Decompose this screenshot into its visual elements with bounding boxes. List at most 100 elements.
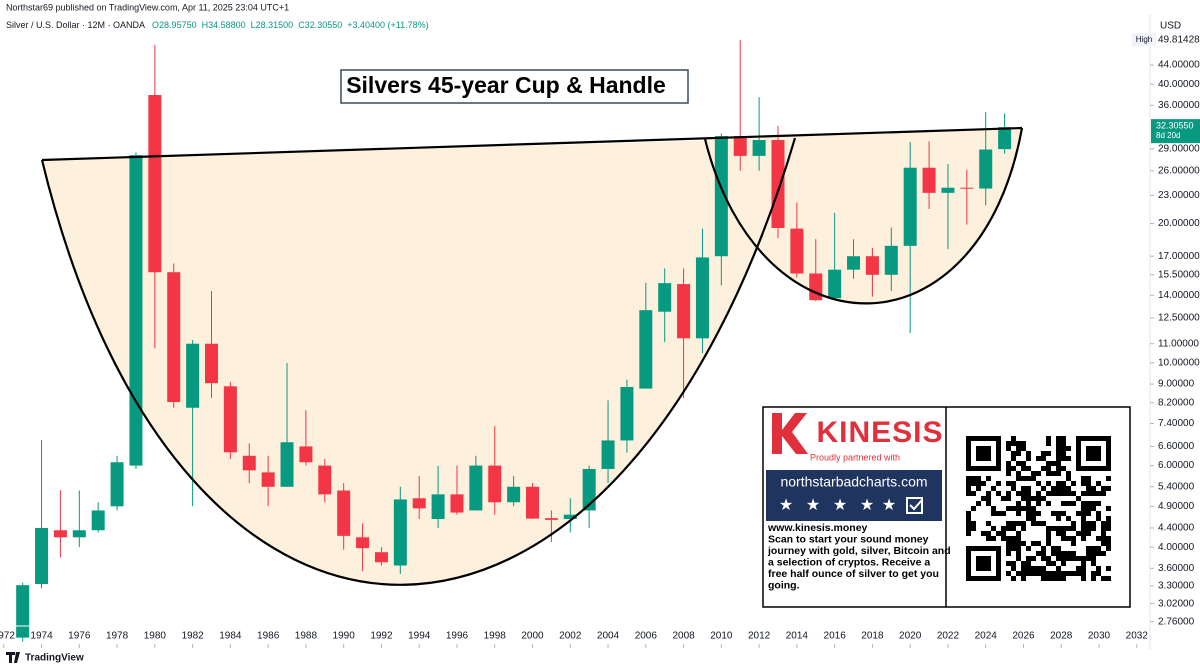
qr-module — [1026, 486, 1031, 491]
y-tick-label: 5.40000 — [1158, 481, 1195, 492]
qr-module — [1006, 491, 1011, 496]
qr-module — [1061, 491, 1066, 496]
qr-module — [1036, 571, 1041, 576]
candle-body — [620, 387, 634, 441]
qr-module — [1026, 496, 1031, 501]
ad-line: free half ounce of silver to get you — [768, 568, 939, 580]
qr-module — [966, 531, 971, 536]
qr-module — [1061, 511, 1066, 516]
candle-body — [960, 187, 974, 189]
candle-body — [129, 155, 143, 466]
qr-module — [1046, 461, 1051, 466]
y-tick-label: 14.00000 — [1158, 290, 1200, 301]
qr-module — [1006, 461, 1011, 466]
qr-module — [1101, 536, 1106, 541]
qr-module — [1061, 466, 1066, 471]
candle-body — [828, 269, 842, 299]
qr-module — [1036, 541, 1041, 546]
qr-module — [1041, 521, 1046, 526]
qr-module — [1006, 546, 1011, 551]
high-value: 49.81428 — [1158, 35, 1200, 46]
qr-module — [1021, 496, 1026, 501]
qr-module — [1021, 491, 1026, 496]
candle-body — [299, 446, 313, 463]
qr-module — [1021, 446, 1026, 451]
qr-module — [1086, 476, 1091, 481]
qr-module — [1036, 566, 1041, 571]
qr-module — [1081, 561, 1086, 566]
x-tick-label: 2022 — [937, 631, 960, 642]
candle-body — [337, 490, 351, 536]
qr-module — [1066, 446, 1071, 451]
qr-code — [966, 436, 1111, 581]
qr-module — [1056, 456, 1061, 461]
qr-module — [1016, 491, 1021, 496]
qr-module — [1106, 566, 1111, 571]
qr-module — [1031, 476, 1036, 481]
y-tick-label: 20.00000 — [1158, 218, 1200, 229]
qr-finder — [1086, 446, 1101, 461]
qr-module — [1041, 576, 1046, 581]
candle-body — [186, 343, 200, 408]
qr-module — [1016, 476, 1021, 481]
qr-module — [981, 496, 986, 501]
qr-module — [976, 486, 981, 491]
y-tick-label: 44.00000 — [1158, 60, 1200, 71]
x-tick-label: 1976 — [68, 631, 91, 642]
x-tick-label: 1992 — [370, 631, 393, 642]
qr-module — [986, 496, 991, 501]
qr-module — [966, 521, 971, 526]
qr-module — [1041, 551, 1046, 556]
qr-module — [1041, 456, 1046, 461]
x-tick-label: 1974 — [30, 631, 53, 642]
qr-module — [1106, 521, 1111, 526]
candle-body — [677, 284, 691, 339]
qr-module — [966, 526, 971, 531]
qr-module — [1016, 471, 1021, 476]
qr-module — [1051, 486, 1056, 491]
qr-module — [1061, 446, 1066, 451]
qr-module — [1006, 466, 1011, 471]
qr-module — [1021, 521, 1026, 526]
candle-body — [148, 95, 162, 273]
qr-module — [1046, 536, 1051, 541]
qr-module — [1041, 486, 1046, 491]
cup-handle-lines — [40, 126, 1024, 586]
qr-module — [1046, 561, 1051, 566]
qr-module — [1041, 546, 1046, 551]
qr-module — [1071, 541, 1076, 546]
qr-module — [1021, 541, 1026, 546]
qr-module — [1076, 571, 1081, 576]
qr-module — [1076, 496, 1081, 501]
qr-module — [1026, 451, 1031, 456]
qr-module — [1036, 501, 1041, 506]
qr-module — [971, 506, 976, 511]
qr-module — [1036, 551, 1041, 556]
y-tick-label: 9.00000 — [1158, 379, 1195, 390]
qr-module — [1031, 541, 1036, 546]
qr-module — [1066, 486, 1071, 491]
qr-module — [1016, 521, 1021, 526]
x-tick-label: 2016 — [824, 631, 847, 642]
x-tick-label: 2012 — [748, 631, 771, 642]
y-tick-label: 36.00000 — [1158, 100, 1200, 111]
qr-module — [1081, 536, 1086, 541]
qr-module — [1026, 571, 1031, 576]
qr-module — [1021, 441, 1026, 446]
qr-module — [1076, 511, 1081, 516]
qr-module — [1026, 506, 1031, 511]
y-tick-label: 4.00000 — [1158, 542, 1195, 553]
qr-module — [1081, 481, 1086, 486]
site: northstarbadcharts.com — [780, 474, 927, 490]
qr-module — [1096, 516, 1101, 521]
qr-module — [976, 476, 981, 481]
qr-module — [1106, 506, 1111, 511]
x-tick-label: 1994 — [408, 631, 431, 642]
handle-curve — [703, 127, 1024, 305]
symbol: Silver / U.S. Dollar · 12M · OANDA — [6, 20, 145, 30]
x-tick-label: 2028 — [1050, 631, 1073, 642]
qr-module — [1086, 486, 1091, 491]
qr-module — [1061, 456, 1066, 461]
y-tick-label: 26.00000 — [1158, 165, 1200, 176]
qr-module — [1026, 516, 1031, 521]
